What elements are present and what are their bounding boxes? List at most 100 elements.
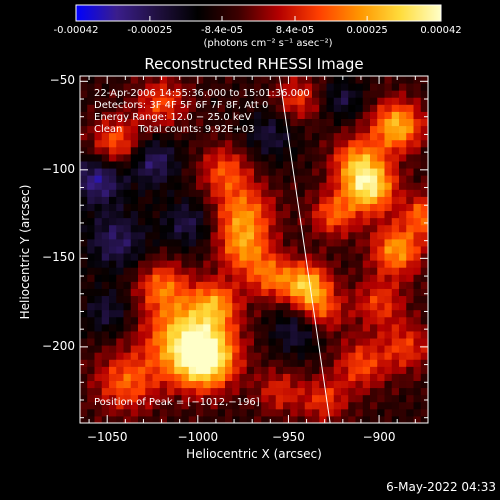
heatmap-cell	[254, 415, 262, 423]
heatmap-cell	[101, 245, 110, 254]
heatmap-cell	[94, 359, 103, 367]
heatmap-cell	[406, 267, 414, 275]
heatmap-cell	[304, 118, 313, 127]
heatmap-cell	[145, 373, 153, 382]
heatmap-cell	[268, 153, 277, 162]
heatmap-cell	[174, 104, 182, 112]
heatmap-cell	[196, 260, 204, 268]
heatmap-cell	[283, 387, 291, 396]
heatmap-cell	[130, 295, 139, 304]
heatmap-cell	[399, 245, 407, 254]
heatmap-cell	[312, 394, 320, 403]
heatmap-cell	[239, 111, 248, 119]
heatmap-cell	[232, 203, 240, 212]
heatmap-cell	[348, 267, 356, 275]
heatmap-cell	[406, 380, 414, 389]
heatmap-cell	[174, 323, 182, 332]
heatmap-cell	[406, 83, 414, 91]
heatmap-cell	[341, 189, 349, 197]
heatmap-cell	[268, 274, 277, 282]
heatmap-cell	[87, 146, 95, 155]
heatmap-cell	[87, 267, 95, 275]
heatmap-cell	[203, 175, 211, 183]
heatmap-cell	[333, 323, 342, 332]
heatmap-cell	[333, 267, 342, 275]
heatmap-cell	[254, 267, 262, 275]
heatmap-cell	[80, 83, 88, 91]
heatmap-cell	[174, 83, 182, 91]
heatmap-cell	[319, 97, 327, 105]
heatmap-cell	[123, 83, 132, 91]
heatmap-cell	[283, 90, 291, 98]
heatmap-cell	[225, 323, 233, 332]
heatmap-cell	[246, 415, 255, 423]
heatmap-cell	[261, 231, 269, 240]
heatmap-cell	[174, 90, 182, 98]
heatmap-cell	[304, 380, 313, 389]
heatmap-cell	[217, 253, 226, 261]
heatmap-cell	[123, 366, 132, 374]
heatmap-cell	[297, 330, 306, 339]
heatmap-cell	[225, 401, 233, 410]
heatmap-cell	[210, 203, 219, 212]
heatmap-cell	[348, 189, 356, 197]
heatmap-cell	[283, 231, 291, 240]
heatmap-cell	[377, 125, 385, 134]
heatmap-cell	[333, 380, 342, 389]
heatmap-cell	[348, 203, 356, 212]
heatmap-cell	[268, 401, 277, 410]
heatmap-cell	[319, 139, 327, 148]
heatmap-cell	[152, 224, 161, 233]
heatmap-cell	[420, 323, 428, 332]
heatmap-cell	[167, 224, 175, 233]
heatmap-cell	[225, 274, 233, 282]
heatmap-cell	[109, 302, 117, 311]
heatmap-cell	[152, 83, 161, 91]
heatmap-cell	[80, 253, 88, 261]
heatmap-cell	[254, 189, 262, 197]
heatmap-cell	[283, 118, 291, 127]
heatmap-cell	[275, 83, 284, 91]
heatmap-cell	[312, 238, 320, 247]
heatmap-cell	[159, 345, 168, 353]
heatmap-cell	[341, 132, 349, 141]
heatmap-cell	[246, 118, 255, 127]
heatmap-cell	[159, 281, 168, 289]
heatmap-cell	[254, 132, 262, 141]
heatmap-cell	[188, 380, 197, 389]
heatmap-cell	[239, 415, 248, 423]
heatmap-cell	[275, 345, 284, 353]
heatmap-cell	[413, 231, 422, 240]
heatmap-cell	[188, 203, 197, 212]
heatmap-cell	[145, 97, 153, 105]
heatmap-cell	[297, 238, 306, 247]
heatmap-cell	[181, 238, 190, 247]
heatmap-cell	[138, 274, 146, 282]
heatmap-cell	[341, 267, 349, 275]
heatmap-cell	[341, 316, 349, 325]
heatmap-cell	[312, 175, 320, 183]
heatmap-cell	[94, 203, 103, 212]
heatmap-cell	[174, 253, 182, 261]
heatmap-cell	[196, 359, 204, 367]
heatmap-cell	[341, 394, 349, 403]
heatmap-cell	[167, 359, 175, 367]
heatmap-cell	[275, 175, 284, 183]
heatmap-cell	[290, 253, 298, 261]
heatmap-cell	[268, 359, 277, 367]
heatmap-cell	[203, 338, 211, 346]
heatmap-cell	[109, 90, 117, 98]
heatmap-cell	[210, 260, 219, 268]
heatmap-cell	[304, 90, 313, 98]
heatmap-cell	[326, 76, 335, 84]
heatmap-cell	[130, 316, 139, 325]
heatmap-cell	[333, 415, 342, 423]
heatmap-cell	[261, 196, 269, 204]
heatmap-cell	[341, 210, 349, 219]
heatmap-cell	[290, 267, 298, 275]
heatmap-cell	[94, 224, 103, 233]
heatmap-cell	[174, 288, 182, 297]
heatmap-cell	[109, 401, 117, 410]
heatmap-cell	[275, 380, 284, 389]
heatmap-cell	[391, 267, 400, 275]
